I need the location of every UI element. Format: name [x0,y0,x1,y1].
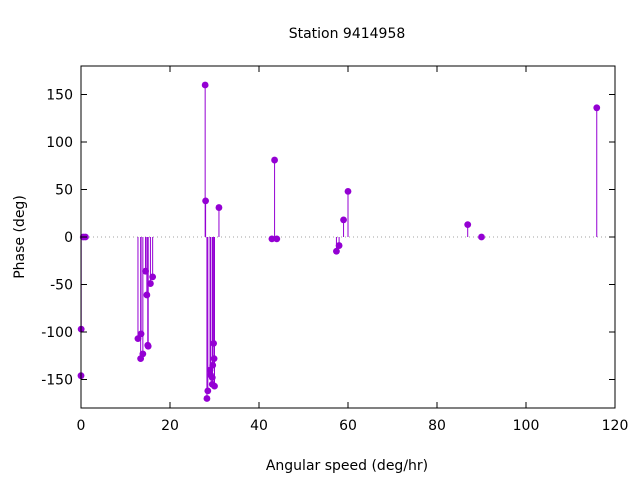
y-axis-label: Phase (deg) [12,195,28,279]
x-axis-label: Angular speed (deg/hr) [266,458,428,474]
data-point [464,221,472,229]
data-point [139,350,147,358]
data-point [209,361,217,369]
y-tick-label: -150 [41,373,73,389]
data-point [215,204,223,211]
y-tick-label: 150 [46,88,73,104]
data-point [593,104,601,112]
data-point [149,273,157,281]
data-point [210,355,218,362]
data-point [144,342,152,350]
y-tick-label: 50 [55,183,73,199]
data-point [268,235,276,243]
x-tick-label: 80 [428,418,446,434]
y-tick-label: -100 [41,325,73,341]
data-point [340,216,347,224]
x-tick-label: 0 [77,418,86,434]
point-layer [77,81,601,402]
data-point [202,197,210,205]
y-tick-label: 0 [64,230,73,246]
data-point [211,382,218,390]
data-point [137,330,145,338]
data-point [478,233,485,241]
data-point [333,247,340,255]
y-tick-label: -50 [50,278,73,294]
x-tick-label: 40 [250,418,268,434]
data-point [335,242,343,249]
x-tick-label: 60 [339,418,357,434]
x-tick-label: 100 [513,418,540,434]
data-point [142,267,149,275]
data-point [143,291,151,299]
data-point [208,374,216,381]
data-point [271,156,278,164]
x-tick-label: 20 [161,418,179,434]
data-point [204,387,212,395]
data-point [203,395,211,402]
y-tick-label: 100 [46,135,73,151]
tick-layer: 0 20 40 60 80 100 120 -150 -100 -50 0 50 100 150 [41,66,628,434]
chart-title: Station 9414958 [289,26,406,42]
data-point [147,280,154,287]
impulse-layer [80,85,598,399]
data-point [273,235,281,243]
data-point [201,81,209,89]
data-point [210,340,218,347]
x-tick-label: 120 [602,418,629,434]
data-point [344,188,352,195]
